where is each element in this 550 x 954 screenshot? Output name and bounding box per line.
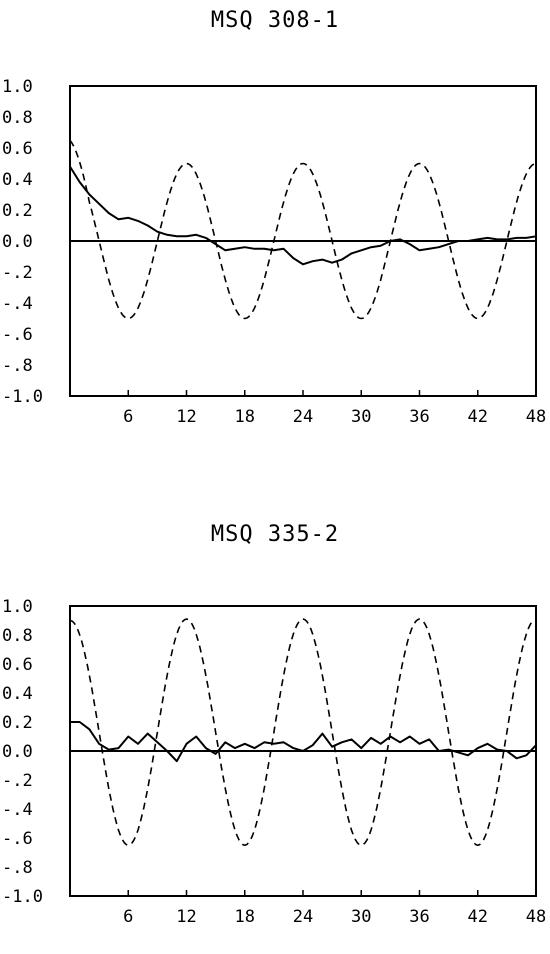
chart-2-ytick-label: -1.0	[2, 887, 43, 907]
chart-1-xtick-label: 48	[526, 407, 546, 427]
chart-2-title: MSQ 335-2	[210, 522, 340, 547]
chart-2-ytick-label: -.2	[2, 771, 33, 791]
chart-2-ytick-label: 0.0	[2, 742, 33, 762]
chart-1-ytick-label: 0.4	[2, 170, 33, 190]
chart-1-ytick-label: -.2	[2, 263, 33, 283]
chart-2-ytick-label: 0.4	[2, 684, 33, 704]
chart-1-xtick-label: 12	[176, 407, 196, 427]
chart-2-xtick-label: 48	[526, 907, 546, 927]
chart-2-ytick-label: -.6	[2, 829, 33, 849]
chart-2-plot: 1.0 0.8 0.6 0.4 0.2 0.0 -.2 -.4 -.6 -.8 -1.0 6 12 18 2…	[2, 597, 546, 927]
chart-2-ytick-label: -.8	[2, 858, 33, 878]
chart-1-title: MSQ 308-1	[210, 8, 340, 33]
chart-1-xtick-label: 36	[409, 407, 429, 427]
chart-2-ytick-label: 0.8	[2, 626, 33, 646]
chart-2-ytick-label: -.4	[2, 800, 33, 820]
chart-1-ytick-label: 1.0	[2, 77, 33, 97]
chart-2-ytick-label: 0.6	[2, 655, 33, 675]
chart-1-xtick-label: 18	[235, 407, 255, 427]
chart-1-ytick-label: -.6	[2, 325, 33, 345]
chart-1-series-dashed-line	[69, 139, 535, 320]
chart-1-ytick-label: 0.6	[2, 139, 33, 159]
chart-2-series-dashed-line	[69, 618, 535, 847]
chart-1-ytick-label: -1.0	[2, 387, 43, 407]
chart-2-xtick-label: 42	[468, 907, 488, 927]
chart-2-ytick-label: 0.2	[2, 713, 33, 733]
chart-1-plot: 1.0 0.8 0.6 0.4 0.2 0.0 -.2 -.4 -.6 -.8 -1.0 6 12 18 2…	[2, 77, 546, 427]
chart-1-ytick-label: -.4	[2, 294, 33, 314]
chart-1-xtick-label: 42	[468, 407, 488, 427]
chart-2-xtick-label: 12	[176, 907, 196, 927]
chart-1-ytick-label: -.8	[2, 356, 33, 376]
chart-2-ytick-label: 1.0	[2, 597, 33, 617]
chart-2-xtick-label: 18	[235, 907, 255, 927]
chart-2-xtick-label: 6	[123, 907, 133, 927]
chart-1-ytick-label: 0.8	[2, 108, 33, 128]
chart-2-series-solid-line	[70, 721, 537, 763]
chart-1-series-solid-line	[69, 166, 537, 266]
chart-1-ytick-label: 0.2	[2, 201, 33, 221]
chart-2-xtick-label: 24	[293, 907, 313, 927]
chart-1-xtick-label: 6	[123, 407, 133, 427]
chart-1-ytick-label: 0.0	[2, 232, 33, 252]
chart-2-xtick-label: 36	[409, 907, 429, 927]
chart-1-xtick-label: 24	[293, 407, 313, 427]
chart-1-xtick-label: 30	[351, 407, 371, 427]
chart-2-xtick-label: 30	[351, 907, 371, 927]
